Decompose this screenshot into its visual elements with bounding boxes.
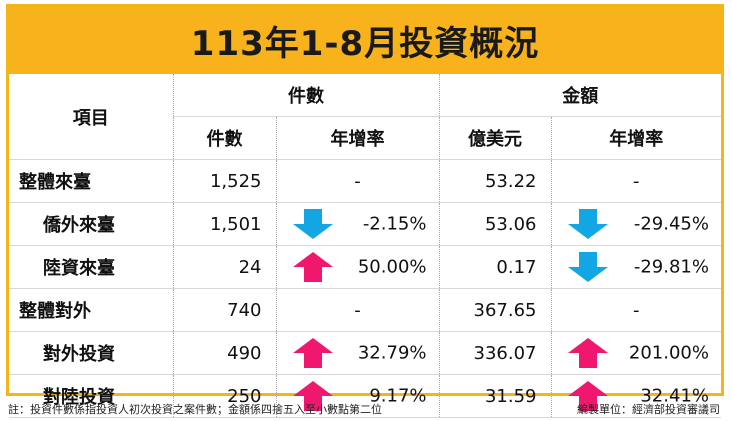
row-amount: 31.59 bbox=[439, 374, 552, 418]
red-up-arrow-icon bbox=[567, 381, 608, 411]
rate-value: 50.00% bbox=[357, 256, 427, 278]
rate-value: 32.41% bbox=[640, 385, 709, 407]
blue-down-arrow-icon bbox=[292, 209, 333, 239]
row-label: 僑外來臺 bbox=[9, 202, 174, 246]
header-amount-group: 金額 bbox=[439, 74, 721, 117]
row-amount-rate: -29.45% bbox=[551, 202, 721, 246]
row-amount-rate: 201.00% bbox=[551, 331, 721, 375]
header-count-group: 件數 bbox=[173, 74, 440, 117]
row-label: 整體對外 bbox=[9, 288, 174, 332]
table-row: 陸資來臺 24 50.00% 0.17 -29.81% bbox=[9, 245, 721, 289]
page-title: 113年1-8月投資概況 bbox=[9, 7, 721, 74]
row-amount: 53.22 bbox=[439, 159, 552, 203]
row-label: 陸資來臺 bbox=[9, 245, 174, 289]
blue-down-arrow-icon bbox=[567, 209, 608, 239]
row-count-rate: -2.15% bbox=[276, 202, 440, 246]
row-amount: 367.65 bbox=[439, 288, 552, 332]
rate-dash: - bbox=[354, 299, 361, 321]
row-count-rate: - bbox=[276, 288, 440, 332]
rate-dash: - bbox=[633, 299, 640, 321]
row-amount-rate: - bbox=[551, 159, 721, 203]
investment-table: 項目 件數 金額 件數 年增率 億美元 年增率 整體來臺 1,525-53.22-… bbox=[9, 74, 721, 418]
row-count-rate: 9.17% bbox=[276, 374, 440, 418]
table-row: 對外投資 490 32.79% 336.07 201.00% bbox=[9, 331, 721, 375]
rate-value: -2.15% bbox=[362, 213, 427, 235]
row-amount-rate: 32.41% bbox=[551, 374, 721, 418]
row-label: 對外投資 bbox=[9, 331, 174, 375]
table-row: 整體來臺 1,525 - 53.22 - bbox=[9, 159, 721, 203]
row-label: 整體來臺 bbox=[9, 159, 174, 203]
header-row-sub: 件數 年增率 億美元 年增率 bbox=[9, 116, 721, 160]
row-count-rate: - bbox=[276, 159, 440, 203]
header-item: 項目 bbox=[9, 74, 174, 160]
row-count: 1,501 bbox=[173, 202, 277, 246]
rate-value: -29.81% bbox=[633, 256, 709, 278]
table-row: 僑外來臺 1,501 -2.15% 53.06 -29.45% bbox=[9, 202, 721, 246]
row-label: 對陸投資 bbox=[9, 374, 174, 418]
row-count-rate: 32.79% bbox=[276, 331, 440, 375]
red-up-arrow-icon bbox=[292, 252, 333, 282]
blue-down-arrow-icon bbox=[567, 252, 608, 282]
footnote: 註：投資件數係指投資人初次投資之案件數；金額係四捨五入至小數點第二位 bbox=[8, 403, 382, 416]
header-amount: 億美元 bbox=[439, 116, 552, 160]
table-row: 整體對外 740 - 367.65 - bbox=[9, 288, 721, 332]
row-count: 1,525 bbox=[173, 159, 277, 203]
table-frame: 113年1-8月投資概況 項目 件數 金額 件數 年增率 億美元 年增率 整體來… bbox=[6, 4, 724, 418]
red-up-arrow-icon bbox=[292, 338, 333, 368]
row-count: 250 bbox=[173, 374, 277, 418]
rate-value: 32.79% bbox=[357, 342, 427, 364]
rate-dash: - bbox=[633, 170, 640, 192]
header-amount-rate: 年增率 bbox=[551, 116, 721, 160]
row-amount-rate: -29.81% bbox=[551, 245, 721, 289]
table-row: 對陸投資 250 9.17% 31.59 32.41% bbox=[9, 374, 721, 418]
header-count-rate: 年增率 bbox=[276, 116, 440, 160]
header-count: 件數 bbox=[173, 116, 277, 160]
rate-value: -29.45% bbox=[633, 213, 709, 235]
row-count: 490 bbox=[173, 331, 277, 375]
rate-dash: - bbox=[354, 170, 361, 192]
red-up-arrow-icon bbox=[567, 338, 608, 368]
compiled-by: 編製單位：經濟部投資審議司 bbox=[577, 403, 720, 416]
rate-value: 201.00% bbox=[628, 342, 709, 364]
row-count-rate: 50.00% bbox=[276, 245, 440, 289]
row-amount: 0.17 bbox=[439, 245, 552, 289]
row-count: 24 bbox=[173, 245, 277, 289]
red-up-arrow-icon bbox=[292, 381, 333, 411]
header-row-top: 項目 件數 金額 bbox=[9, 74, 721, 160]
row-amount-rate: - bbox=[551, 288, 721, 332]
row-amount: 336.07 bbox=[439, 331, 552, 375]
row-count: 740 bbox=[173, 288, 277, 332]
rate-value: 9.17% bbox=[369, 385, 427, 407]
row-amount: 53.06 bbox=[439, 202, 552, 246]
